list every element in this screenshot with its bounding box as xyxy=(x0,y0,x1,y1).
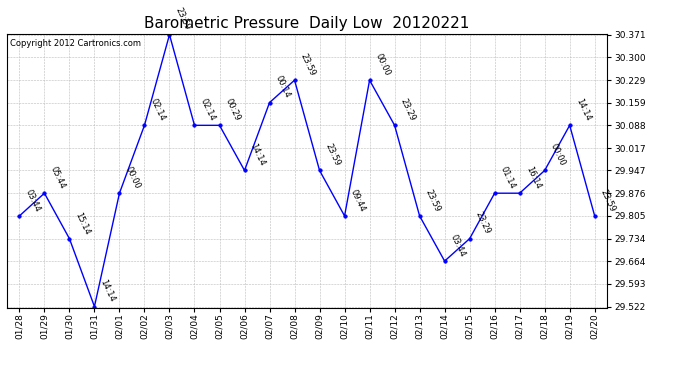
Text: 23:59: 23:59 xyxy=(599,188,617,213)
Text: 00:00: 00:00 xyxy=(549,142,567,168)
Text: 23:29: 23:29 xyxy=(474,210,492,236)
Text: 00:14: 00:14 xyxy=(274,75,292,100)
Text: 14:14: 14:14 xyxy=(248,142,267,168)
Text: 16:14: 16:14 xyxy=(524,165,542,190)
Text: 05:44: 05:44 xyxy=(48,165,67,190)
Text: 03:44: 03:44 xyxy=(23,188,42,213)
Text: 00:29: 00:29 xyxy=(224,97,242,123)
Text: 14:14: 14:14 xyxy=(99,278,117,304)
Text: 23:59: 23:59 xyxy=(174,6,192,32)
Text: 23:29: 23:29 xyxy=(399,97,417,123)
Text: 23:59: 23:59 xyxy=(424,188,442,213)
Text: 15:14: 15:14 xyxy=(74,210,92,236)
Text: 01:14: 01:14 xyxy=(499,165,517,190)
Text: 23:59: 23:59 xyxy=(324,142,342,168)
Text: 03:44: 03:44 xyxy=(448,233,467,258)
Text: 02:14: 02:14 xyxy=(199,97,217,123)
Text: 09:44: 09:44 xyxy=(348,188,367,213)
Text: 23:59: 23:59 xyxy=(299,52,317,77)
Text: 00:00: 00:00 xyxy=(124,165,142,190)
Text: Copyright 2012 Cartronics.com: Copyright 2012 Cartronics.com xyxy=(10,39,141,48)
Text: 00:00: 00:00 xyxy=(374,52,392,77)
Title: Barometric Pressure  Daily Low  20120221: Barometric Pressure Daily Low 20120221 xyxy=(144,16,470,31)
Text: 14:14: 14:14 xyxy=(574,97,592,123)
Text: 02:14: 02:14 xyxy=(148,97,167,123)
